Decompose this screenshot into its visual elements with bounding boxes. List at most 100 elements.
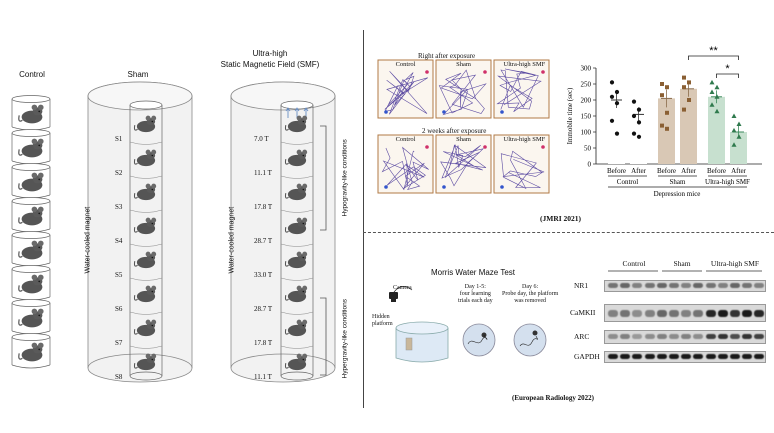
blot-band [620, 310, 631, 317]
blot-row-label: NR1 [574, 281, 589, 290]
y-tick-label: 50 [584, 145, 592, 153]
sham-position-label: S3 [115, 203, 123, 211]
blot-band [717, 283, 728, 288]
track-group-label: Sham [456, 61, 471, 68]
mouse-icon [283, 146, 311, 173]
sham-magnet-label: Water-cooled magnet [84, 206, 92, 274]
mouse-icon [283, 180, 311, 207]
blot-band [717, 310, 728, 317]
immobile-time-chart: 0 50 100 150 200 250 300 Immobile time (sec) Bef… [566, 45, 762, 198]
mouse-icon [283, 214, 311, 241]
data-point [614, 131, 620, 136]
hidden-platform-label: Hidden platform [372, 314, 393, 327]
sham-position-label: S6 [115, 305, 123, 313]
control-tube [10, 95, 52, 131]
field-strength-label: 33.0 T [254, 271, 273, 279]
data-point [709, 89, 715, 94]
y-tick-label: 150 [581, 113, 592, 121]
mouse-icon [132, 214, 160, 241]
blot-band [620, 354, 631, 359]
blot-band [656, 283, 667, 288]
data-point [736, 121, 742, 126]
blot-band [656, 310, 667, 317]
blot-group-label: Control [622, 259, 646, 268]
track-group-label: Ultra-high SMF [503, 61, 546, 68]
vertical-divider [363, 30, 364, 408]
jmri-citation: (JMRI 2021) [540, 214, 582, 223]
field-strength-label: 17.8 T [254, 339, 273, 347]
two-weeks-title: 2 weeks after exposure [422, 127, 487, 135]
blot-band [669, 283, 679, 288]
blot-band [742, 310, 753, 317]
blot-band [681, 310, 692, 317]
day6-label: Day 6: Probe day, the platform was remov… [502, 284, 559, 304]
blot-band [644, 334, 655, 339]
blot-band [632, 354, 643, 359]
field-strength-label: 28.7 T [254, 237, 273, 245]
x-axis-label: Depression mice [654, 190, 701, 198]
mouse-icon [132, 316, 160, 343]
data-point [660, 93, 664, 98]
track-group-label: Ultra-high SMF [503, 136, 546, 143]
track-group-label: Control [395, 136, 416, 143]
hypogravity-label: Hypogravity-like conditions [341, 139, 349, 217]
blot-band [754, 310, 765, 317]
field-strength-label: 17.8 T [254, 203, 273, 211]
blot-band [644, 310, 655, 317]
data-point [631, 131, 637, 136]
track-group-label: Sham [456, 136, 471, 143]
data-point [709, 102, 715, 107]
blot-strip [604, 351, 766, 363]
field-strength-label: 7.0 T [254, 135, 269, 143]
mouse-icon [283, 316, 311, 343]
mouse-icon [132, 112, 160, 139]
blot-strip [604, 280, 766, 292]
data-point [636, 134, 642, 139]
control-label: Control [19, 70, 45, 79]
control-tube [10, 129, 52, 165]
field-strength-label: 11.1 T [254, 373, 272, 381]
data-point [665, 126, 669, 131]
blot-band [608, 310, 618, 317]
sham-inner-tube [128, 100, 164, 381]
bar-label: After [631, 167, 646, 175]
blot-band [669, 334, 679, 339]
blot-band [742, 354, 753, 359]
blot-band [742, 334, 753, 339]
blot-band [717, 354, 728, 359]
bar-label: Before [707, 167, 726, 175]
data-point [682, 75, 686, 80]
data-point [609, 94, 615, 99]
blot-group-label: Sham [673, 259, 691, 268]
data-point [736, 134, 742, 139]
field-strength-label: 11.1 T [254, 169, 272, 177]
data-point [687, 98, 691, 102]
data-point [714, 108, 720, 114]
mouse-icon [132, 350, 160, 377]
significance-marker: ** [709, 45, 718, 57]
bar-label: Before [607, 167, 626, 175]
data-point [665, 85, 669, 90]
blot-band [705, 310, 716, 317]
blot-band [693, 354, 704, 359]
data-point [660, 123, 664, 128]
control-tube-stack [10, 95, 55, 375]
smf-inner-tube [279, 100, 315, 381]
bar-label: Before [657, 167, 676, 175]
track-group-label: Control [395, 61, 416, 68]
open-field-tracks [377, 59, 550, 194]
data-point [687, 80, 691, 85]
data-point [609, 80, 615, 85]
blot-row-label: CaMKII [570, 308, 596, 317]
blot-group-label: Ultra-high SMF [710, 259, 760, 268]
blot-band [730, 334, 740, 339]
blot-band [632, 283, 643, 288]
y-tick-label: 200 [581, 97, 592, 105]
sham-position-label: S8 [115, 373, 123, 381]
bar-label: After [681, 167, 696, 175]
blot-band [693, 283, 704, 288]
blot-band [705, 354, 716, 359]
blot-band [730, 310, 740, 317]
y-axis-label: Immobile time (sec) [566, 87, 574, 144]
data-point [665, 110, 669, 115]
